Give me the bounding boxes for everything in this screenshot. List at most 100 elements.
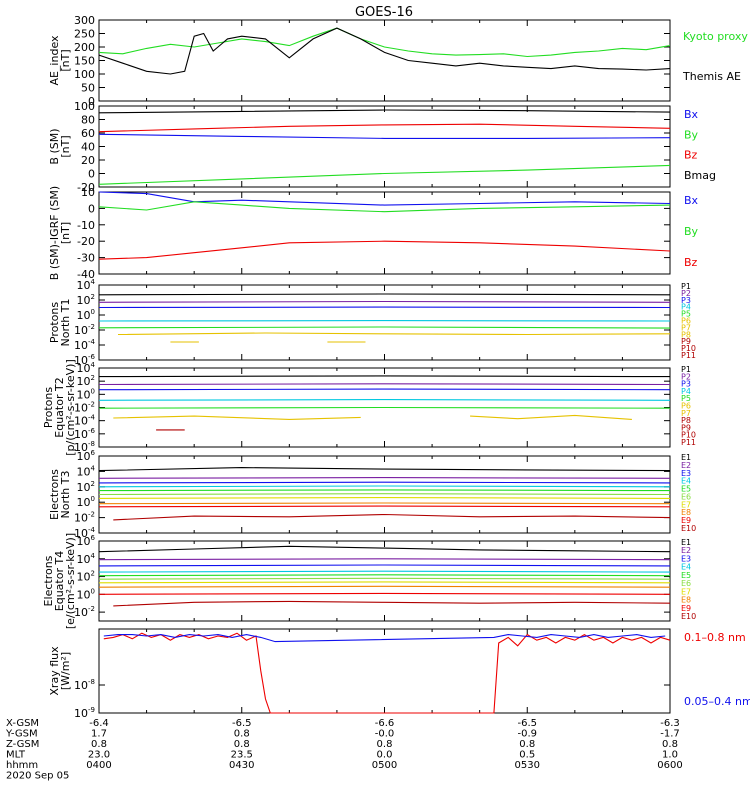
legend-label: P2	[681, 289, 691, 298]
y-tick-label: 40	[81, 141, 95, 154]
series-bsm-bx	[98, 133, 671, 139]
y-axis-label: [W/m²]	[59, 652, 72, 690]
series-eeq-e9	[98, 592, 671, 595]
panel-frame	[98, 628, 671, 714]
series-ae-themis-ae	[98, 27, 671, 75]
x-axis-value: 0600	[657, 760, 682, 771]
x-axis-value: -0.9	[517, 729, 537, 740]
y-tick-label: 104	[77, 361, 96, 375]
legend-label: P9	[681, 337, 691, 346]
legend-label: P6	[681, 402, 691, 411]
x-axis-row-label: Z-GSM	[6, 739, 39, 750]
y-tick-label: 10-2	[74, 323, 95, 337]
y-axis-label: Equator T2	[53, 377, 66, 437]
series-peq-p3	[98, 388, 671, 391]
series-bsmigrf-by	[98, 201, 671, 213]
y-tick-label: 10-2	[74, 401, 95, 415]
x-axis-value: 1.7	[91, 729, 107, 740]
y-tick-label: -10	[77, 219, 95, 232]
x-axis-value: 0.8	[234, 739, 250, 750]
panel-frame	[98, 540, 671, 622]
y-tick-label: 60	[81, 127, 95, 140]
series-enorth-e4	[98, 485, 671, 488]
x-axis-value: 23.5	[231, 750, 253, 761]
legend-label: E2	[681, 546, 691, 555]
y-tick-label: -40	[77, 268, 95, 281]
x-axis-value: 0.8	[662, 739, 678, 750]
series-bsmigrf-bx	[98, 191, 671, 206]
legend-label: Bx	[684, 194, 699, 207]
y-tick-label: 100	[74, 100, 95, 113]
series-eeq-e6	[98, 577, 671, 580]
series-enorth-e2	[98, 477, 671, 479]
y-tick-label: 50	[81, 82, 95, 95]
legend-label: P4	[681, 387, 691, 396]
legend-label: E8	[681, 596, 691, 605]
y-axis-label: [nT]	[59, 222, 72, 244]
y-axis-label: North T1	[59, 299, 72, 347]
y-tick-label: 10-2	[74, 511, 95, 525]
panel-frame	[98, 105, 671, 188]
y-tick-label: 106	[77, 534, 96, 548]
panel-frame	[98, 191, 671, 275]
series-eeq-e10	[113, 600, 671, 607]
legend-label: P1	[681, 282, 691, 291]
y-tick-label: 10	[81, 186, 95, 199]
y-tick-label: 100	[77, 387, 95, 401]
series-bsm-by	[98, 164, 671, 185]
y-tick-label: 10-8	[74, 678, 95, 692]
y-tick-label: 100	[74, 68, 95, 81]
series-peq-p2	[98, 383, 671, 386]
x-axis-value: -6.5	[517, 718, 537, 729]
y-tick-label: 300	[74, 14, 95, 27]
x-axis-value: 0400	[86, 760, 111, 771]
legend-label: Bmag	[684, 169, 716, 182]
x-axis-value: 1.0	[662, 750, 678, 761]
legend-label: P1	[681, 365, 691, 374]
y-tick-label: 100	[77, 308, 95, 322]
series-eeq-e3	[98, 564, 671, 567]
series-pnorth-p2	[98, 300, 671, 303]
x-axis-row-label: X-GSM	[6, 718, 39, 729]
legend-label: E1	[681, 538, 691, 547]
y-tick-label: 0	[88, 168, 95, 181]
x-axis-table: X-GSM -6.4 -6.5 -6.6 -6.5 -6.3Y-GSM 1.7 0.8 -0.0…	[5, 718, 683, 782]
series-xray-0-05-0-4-nm	[103, 634, 666, 643]
y-tick-label: 0	[88, 202, 95, 215]
y-axis-label: AE_index	[48, 35, 61, 86]
legend-label: Kyoto proxy AE	[683, 30, 750, 43]
y-tick-label: -20	[77, 235, 95, 248]
x-axis-value: -6.4	[89, 718, 109, 729]
panel-frame	[98, 284, 671, 361]
series-eeq-e1	[98, 545, 671, 553]
plot-title: GOES-16	[355, 5, 413, 20]
x-axis-value: -1.7	[660, 729, 680, 740]
legend-label: E6	[681, 579, 691, 588]
x-axis-value: 0530	[515, 760, 540, 771]
x-axis-value: 0.5	[519, 750, 535, 761]
series-pnorth-p1	[98, 293, 671, 296]
legend-label: Themis AE	[682, 70, 741, 83]
y-tick-label: 250	[74, 28, 95, 41]
y-tick-label: 10-2	[74, 605, 95, 619]
legend-label: P11	[681, 351, 696, 360]
series-enorth-e1	[98, 467, 671, 472]
legend-label: P10	[681, 431, 696, 440]
x-axis-value: 0.8	[377, 739, 393, 750]
panel-peq: 10-810-610-410-2100102104ProtonsEquator …	[42, 359, 696, 456]
legend-label: By	[684, 128, 699, 141]
y-tick-label: 102	[77, 374, 95, 388]
legend-label: Bx	[684, 108, 699, 121]
series-eeq-e8	[98, 585, 671, 588]
series-bsmigrf-bz	[98, 240, 671, 260]
legend-label: P10	[681, 344, 696, 353]
series-peq-p4	[98, 399, 671, 401]
x-axis-row-label: Y-GSM	[5, 729, 38, 740]
series-enorth-e10	[113, 513, 671, 521]
y-tick-label: 150	[74, 55, 95, 68]
legend-label: P9	[681, 423, 691, 432]
